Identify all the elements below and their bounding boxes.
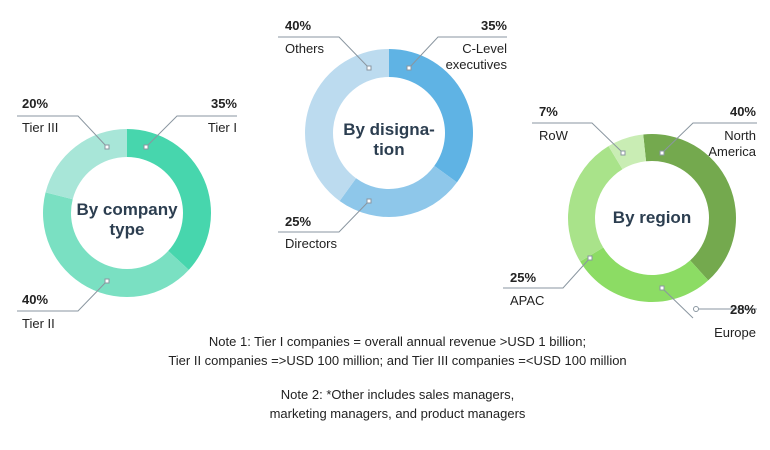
label-line: C-Level: [462, 41, 507, 56]
title-designation: By disigna- tion: [334, 120, 444, 160]
label-tier-i-pct: 35%: [210, 96, 237, 111]
leader-line-row: [532, 122, 624, 154]
title-line-1: By disigna-: [343, 120, 435, 139]
label-others: Others: [285, 41, 325, 56]
title-company-type: By company type: [72, 200, 182, 240]
leader-line-apac: [503, 257, 591, 289]
note-2-line-1: Note 2: *Other includes sales managers,: [280, 387, 515, 402]
donut-segment-tier-i: [127, 129, 212, 270]
title-line-2: tion: [373, 140, 405, 159]
donut-segment-tier-ii: [42, 192, 189, 298]
leader-line-directors: [278, 200, 370, 233]
title-text: By company type: [76, 200, 178, 239]
leader-line-north-america: [661, 122, 757, 154]
label-tier-ii-pct: 40%: [22, 292, 49, 307]
label-tier-ii: Tier II: [22, 316, 55, 331]
note-1-line-2: Tier II companies =>USD 100 million; and…: [168, 353, 627, 368]
leader-line-others: [278, 36, 370, 69]
leader-lines: [17, 36, 757, 319]
title-text: By region: [612, 208, 692, 227]
label-tier-iii-pct: 20%: [22, 96, 49, 111]
label-europe: Europe: [714, 325, 756, 340]
label-line: executives: [445, 57, 507, 72]
leader-line-tier-ii: [17, 280, 108, 312]
leader-dots: [104, 65, 699, 312]
donut-segment-apac: [568, 146, 623, 262]
leader-line-tier-i: [145, 115, 237, 148]
note-2-line-2: marketing managers, and product managers: [269, 406, 526, 421]
donut-segment-c-level-executives: [389, 49, 474, 183]
leader-line-c-level: [408, 36, 507, 69]
leader-line-tier-iii: [17, 115, 108, 148]
label-c-level-pct: 35%: [480, 18, 507, 33]
label-tier-i: Tier I: [207, 120, 237, 135]
label-others-pct: 40%: [285, 18, 312, 33]
label-north-america-pct: 40%: [729, 104, 756, 119]
donut-segment-tier-iii: [45, 129, 128, 200]
label-line: North: [724, 128, 756, 143]
label-directors-pct: 25%: [285, 214, 312, 229]
title-region: By region: [597, 208, 707, 228]
label-row-pct: 7%: [539, 104, 558, 119]
label-north-america: North America: [708, 128, 756, 160]
donut-segment-row: [608, 134, 647, 170]
label-apac-pct: 25%: [510, 270, 537, 285]
leader-line-europe: [661, 287, 694, 319]
label-apac: APAC: [510, 293, 545, 308]
donut-region: [568, 134, 736, 302]
donut-segment-europe: [580, 247, 709, 302]
note-1-line-1: Note 1: Tier I companies = overall annua…: [208, 334, 587, 349]
donut-designation: [305, 49, 474, 217]
label-row: RoW: [539, 128, 568, 143]
label-line: America: [708, 144, 756, 159]
donut-segment-north-america: [643, 134, 736, 281]
label-tier-iii: Tier III: [22, 120, 59, 135]
label-directors: Directors: [285, 236, 338, 251]
label-c-level: C-Level executives: [446, 41, 507, 73]
donut-segment-others: [305, 49, 389, 201]
label-europe-pct: 28%: [729, 302, 756, 317]
donut-segment-directors: [339, 165, 457, 217]
